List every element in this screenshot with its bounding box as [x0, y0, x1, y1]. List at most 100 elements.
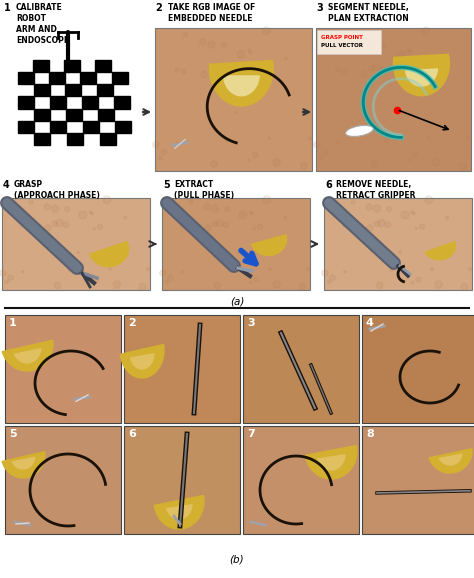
Circle shape [182, 271, 184, 273]
Circle shape [168, 275, 173, 280]
Circle shape [52, 221, 57, 227]
Circle shape [342, 69, 347, 74]
Circle shape [345, 32, 348, 36]
Circle shape [387, 207, 392, 212]
Circle shape [407, 49, 410, 52]
Text: 2: 2 [155, 3, 162, 13]
Bar [97, 84, 113, 97]
Text: 1: 1 [4, 3, 11, 13]
Circle shape [220, 67, 226, 72]
Circle shape [444, 57, 447, 60]
Text: (a): (a) [230, 297, 244, 307]
Circle shape [27, 224, 32, 228]
Circle shape [91, 213, 93, 215]
Text: 1: 1 [9, 318, 17, 328]
Circle shape [273, 159, 281, 166]
Circle shape [160, 270, 166, 276]
Bar [124, 315, 240, 423]
Circle shape [109, 268, 111, 270]
Circle shape [337, 142, 339, 144]
Circle shape [161, 149, 167, 155]
Text: 3: 3 [247, 318, 255, 328]
Bar [34, 109, 50, 121]
Circle shape [415, 227, 418, 229]
Circle shape [397, 50, 405, 58]
Circle shape [385, 139, 388, 142]
Bar [64, 60, 81, 72]
Polygon shape [425, 242, 456, 260]
Circle shape [247, 158, 250, 161]
Bar [243, 315, 359, 423]
Bar [66, 109, 82, 121]
Circle shape [22, 271, 24, 273]
Ellipse shape [346, 125, 373, 136]
Circle shape [374, 205, 381, 212]
Text: REMOVE NEEDLE,
RETRACT GRIPPER: REMOVE NEEDLE, RETRACT GRIPPER [336, 180, 416, 200]
Circle shape [376, 282, 383, 288]
Circle shape [369, 65, 374, 71]
Circle shape [422, 27, 429, 35]
Bar [115, 121, 131, 133]
Polygon shape [210, 61, 273, 106]
Text: TAKE RGB IMAGE OF
EMBEDDED NEEDLE: TAKE RGB IMAGE OF EMBEDDED NEEDLE [168, 3, 255, 23]
Circle shape [461, 283, 468, 290]
Circle shape [273, 281, 281, 288]
Circle shape [251, 213, 253, 215]
Circle shape [412, 153, 417, 157]
Circle shape [309, 137, 311, 140]
Circle shape [373, 64, 380, 71]
Circle shape [5, 280, 9, 283]
Circle shape [0, 270, 6, 276]
Circle shape [253, 227, 255, 229]
Circle shape [68, 269, 71, 272]
Bar [155, 28, 312, 171]
Circle shape [378, 220, 385, 227]
Bar [5, 315, 121, 423]
Circle shape [165, 280, 169, 283]
Bar [95, 60, 111, 72]
Circle shape [209, 65, 214, 71]
Circle shape [435, 281, 442, 288]
Circle shape [382, 43, 387, 48]
Circle shape [159, 156, 162, 160]
Polygon shape [429, 449, 472, 473]
Circle shape [249, 51, 252, 54]
Bar [99, 109, 114, 121]
Circle shape [368, 41, 375, 48]
Bar [50, 97, 66, 109]
Circle shape [411, 74, 414, 76]
Polygon shape [2, 340, 53, 371]
Circle shape [20, 223, 25, 227]
Circle shape [390, 269, 393, 272]
Bar [34, 60, 49, 72]
Circle shape [89, 281, 92, 284]
Circle shape [413, 213, 415, 215]
Circle shape [360, 39, 366, 45]
Polygon shape [393, 54, 449, 96]
Circle shape [399, 251, 401, 254]
Circle shape [181, 223, 185, 227]
Polygon shape [131, 354, 154, 369]
Polygon shape [15, 349, 41, 363]
Circle shape [153, 142, 159, 148]
Circle shape [45, 225, 51, 231]
Polygon shape [167, 505, 192, 519]
Bar [316, 28, 471, 171]
Circle shape [225, 139, 228, 142]
Circle shape [216, 220, 223, 227]
Polygon shape [120, 344, 164, 378]
Circle shape [184, 32, 188, 36]
Circle shape [468, 268, 472, 271]
Circle shape [460, 162, 466, 169]
Circle shape [187, 224, 191, 228]
Bar [362, 426, 474, 534]
Circle shape [225, 207, 229, 212]
Polygon shape [155, 495, 204, 529]
Circle shape [262, 27, 270, 35]
Circle shape [181, 69, 186, 74]
Circle shape [343, 223, 347, 227]
Circle shape [283, 216, 287, 219]
Text: 5: 5 [163, 180, 170, 190]
Bar [124, 426, 240, 534]
Polygon shape [90, 242, 128, 266]
